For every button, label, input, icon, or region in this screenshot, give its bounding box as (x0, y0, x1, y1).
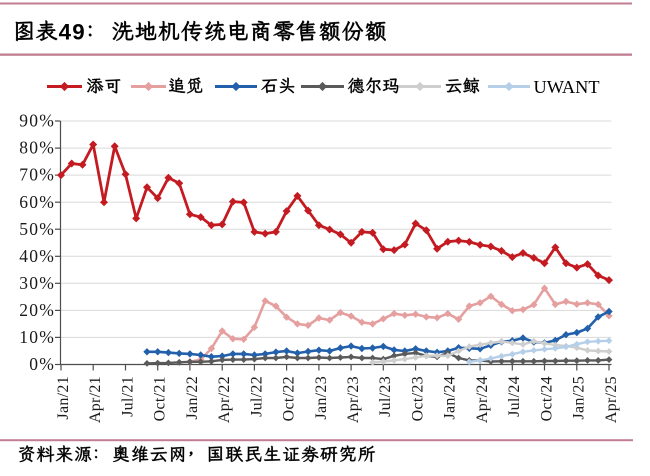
svg-text:UWANT: UWANT (534, 77, 600, 97)
svg-text:Apr/24: Apr/24 (474, 376, 491, 423)
svg-text:30%: 30% (19, 273, 55, 293)
svg-text:Jul/22: Jul/22 (248, 376, 265, 417)
svg-text:Oct/22: Oct/22 (281, 376, 298, 421)
svg-text:Oct/23: Oct/23 (410, 376, 427, 421)
svg-text:Oct/24: Oct/24 (538, 376, 555, 421)
svg-text:70%: 70% (19, 165, 55, 185)
svg-text:0%: 0% (29, 354, 55, 374)
svg-text:Apr/23: Apr/23 (345, 376, 362, 423)
svg-text:Jan/23: Jan/23 (313, 376, 330, 420)
svg-text:Apr/25: Apr/25 (603, 376, 620, 423)
svg-text:Apr/21: Apr/21 (87, 376, 104, 423)
svg-text:10%: 10% (19, 327, 55, 347)
svg-text:Oct/21: Oct/21 (152, 376, 169, 421)
svg-text:20%: 20% (19, 300, 55, 320)
svg-text:Apr/22: Apr/22 (216, 376, 233, 423)
svg-text:Jul/24: Jul/24 (506, 376, 523, 417)
svg-text:Jul/23: Jul/23 (377, 376, 394, 417)
svg-text:49: 49 (59, 19, 86, 44)
svg-text:Jan/25: Jan/25 (571, 376, 588, 420)
svg-text:90%: 90% (19, 111, 55, 131)
svg-text:Jan/21: Jan/21 (55, 376, 72, 420)
svg-text:Jan/22: Jan/22 (184, 376, 201, 420)
svg-text:Jul/21: Jul/21 (119, 376, 136, 417)
svg-text:50%: 50% (19, 219, 55, 239)
svg-text:60%: 60% (19, 192, 55, 212)
svg-text:40%: 40% (19, 246, 55, 266)
svg-text:Jan/24: Jan/24 (442, 376, 459, 420)
svg-text:80%: 80% (19, 138, 55, 158)
